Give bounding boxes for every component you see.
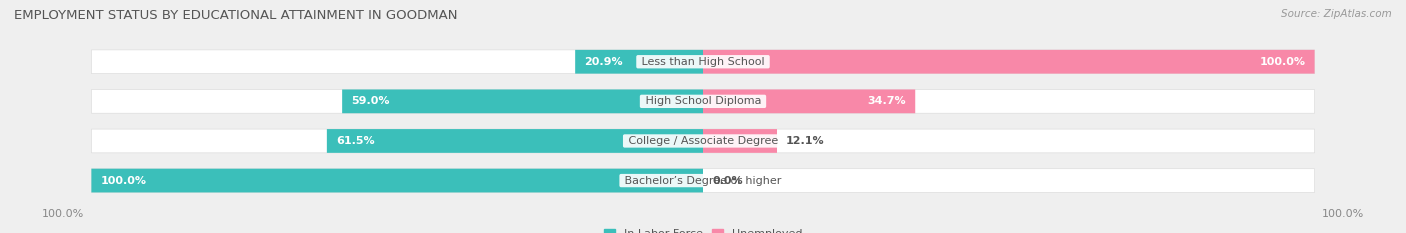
FancyBboxPatch shape xyxy=(703,50,1315,74)
Legend: In Labor Force, Unemployed: In Labor Force, Unemployed xyxy=(603,229,803,233)
Text: 100.0%: 100.0% xyxy=(1260,57,1305,67)
FancyBboxPatch shape xyxy=(91,129,1315,153)
FancyBboxPatch shape xyxy=(91,50,1315,74)
Text: 0.0%: 0.0% xyxy=(713,176,742,185)
FancyBboxPatch shape xyxy=(703,129,778,153)
FancyBboxPatch shape xyxy=(91,169,703,192)
Text: Bachelor’s Degree or higher: Bachelor’s Degree or higher xyxy=(621,176,785,185)
Text: 20.9%: 20.9% xyxy=(585,57,623,67)
Text: Source: ZipAtlas.com: Source: ZipAtlas.com xyxy=(1281,9,1392,19)
Text: 100.0%: 100.0% xyxy=(42,209,84,219)
Text: EMPLOYMENT STATUS BY EDUCATIONAL ATTAINMENT IN GOODMAN: EMPLOYMENT STATUS BY EDUCATIONAL ATTAINM… xyxy=(14,9,457,22)
FancyBboxPatch shape xyxy=(326,129,703,153)
Text: 100.0%: 100.0% xyxy=(1322,209,1364,219)
FancyBboxPatch shape xyxy=(575,50,703,74)
FancyBboxPatch shape xyxy=(703,89,915,113)
Text: 59.0%: 59.0% xyxy=(352,96,389,106)
FancyBboxPatch shape xyxy=(91,89,1315,113)
Text: 34.7%: 34.7% xyxy=(868,96,905,106)
Text: 12.1%: 12.1% xyxy=(786,136,825,146)
Text: 61.5%: 61.5% xyxy=(336,136,374,146)
FancyBboxPatch shape xyxy=(91,169,1315,192)
Text: Less than High School: Less than High School xyxy=(638,57,768,67)
Text: High School Diploma: High School Diploma xyxy=(641,96,765,106)
Text: 100.0%: 100.0% xyxy=(101,176,146,185)
Text: College / Associate Degree: College / Associate Degree xyxy=(624,136,782,146)
FancyBboxPatch shape xyxy=(342,89,703,113)
